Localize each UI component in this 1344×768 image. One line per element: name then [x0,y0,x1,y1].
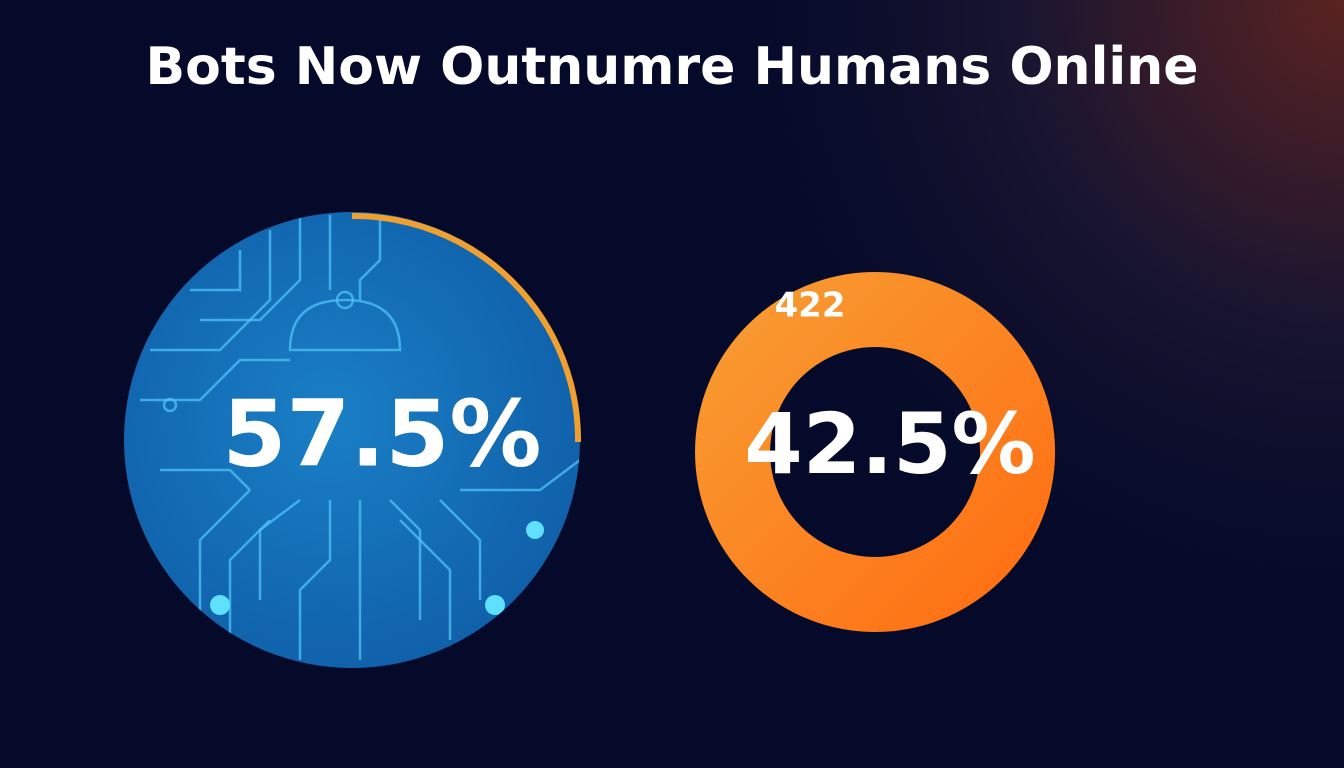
humans-label: 42.5% [744,395,1035,493]
bots-label: 57.5% [222,380,541,487]
humans-donut [695,272,1056,632]
title: Bots Now Outnumre Humans Online [145,37,1198,97]
bots-circle [124,212,582,668]
humans-badge: 422 [775,286,846,326]
